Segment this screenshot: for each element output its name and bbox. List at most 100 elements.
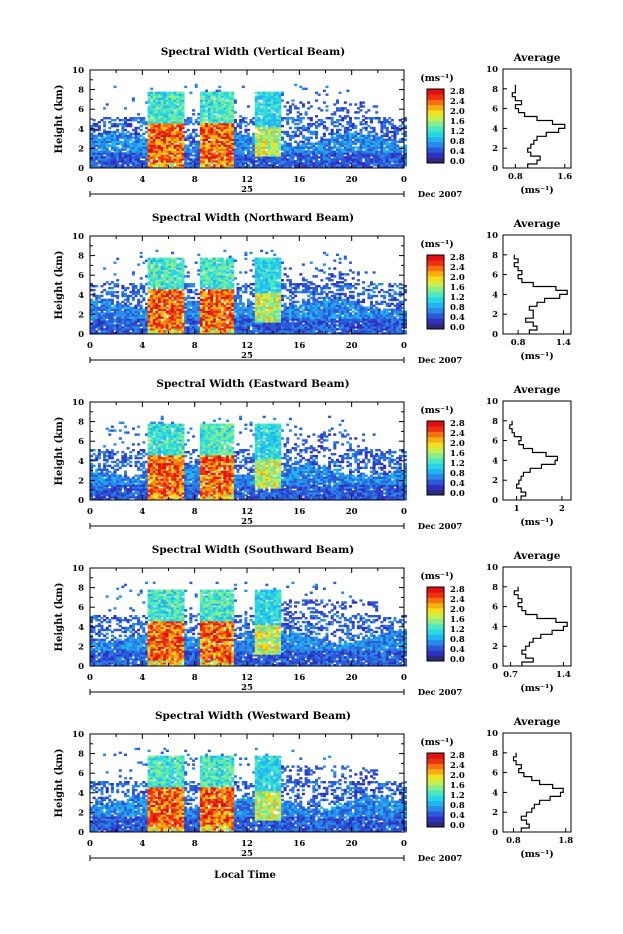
heatmap-cell [192, 109, 195, 111]
heatmap-cell [318, 156, 321, 158]
heatmap-cell [140, 129, 143, 131]
heatmap-cell [289, 135, 292, 137]
heatmap-cell [205, 143, 208, 145]
heatmap-cell [333, 133, 336, 135]
heatmap-cell [244, 307, 247, 309]
heatmap-cell [200, 92, 203, 94]
heatmap-cell [205, 162, 208, 164]
heatmap-cell [129, 307, 132, 309]
heatmap-cell [137, 263, 140, 265]
heatmap-cell [161, 258, 164, 260]
heatmap-cell [103, 267, 106, 269]
heatmap-cell [127, 287, 130, 289]
date-month-year: Dec 2007 [418, 190, 463, 200]
heatmap-cell [163, 330, 166, 332]
heatmap-cell [252, 117, 255, 119]
heatmap-cell [216, 160, 219, 162]
heatmap-cell [336, 107, 339, 109]
heatmap-cell [129, 291, 132, 293]
heatmap-cell [187, 129, 190, 131]
heatmap-cell [388, 131, 391, 133]
heatmap-cell [299, 141, 302, 143]
heatmap-cell [305, 127, 308, 129]
average-title: Average [513, 52, 561, 64]
heatmap-cell [124, 107, 127, 109]
heatmap-cell [268, 92, 271, 94]
heatmap-cell [103, 289, 106, 291]
y-tick-label: 6 [78, 105, 84, 115]
heatmap-cell [101, 299, 104, 301]
heatmap-cell [292, 117, 295, 119]
heatmap-cell [184, 86, 187, 88]
heatmap-cell [213, 92, 216, 94]
heatmap-cell [307, 101, 310, 103]
heatmap-cell [140, 252, 143, 254]
heatmap-cell [205, 287, 208, 289]
heatmap-cell [244, 258, 247, 260]
heatmap-cell [101, 133, 104, 135]
heatmap-cell [260, 129, 263, 131]
heatmap-cell [213, 258, 216, 260]
heatmap-cell [302, 103, 305, 105]
heatmap-cell [98, 307, 101, 309]
heatmap-cell [255, 160, 258, 162]
heatmap-cell [307, 146, 310, 148]
heatmap-cell [208, 92, 211, 94]
heatmap-cell [399, 125, 402, 127]
heatmap-cell [339, 92, 342, 94]
heatmap-cell [95, 295, 98, 297]
heatmap-cell [189, 141, 192, 143]
heatmap-cell [255, 164, 258, 166]
heatmap-cell [182, 318, 185, 320]
heatmap-cell [333, 125, 336, 127]
heatmap-cell [276, 135, 279, 137]
heatmap-cell [119, 303, 122, 305]
heatmap-cell [174, 283, 177, 285]
heatmap-cell [354, 146, 357, 148]
heatmap-cell [124, 287, 127, 289]
heatmap-cell [292, 146, 295, 148]
heatmap-cell [365, 117, 368, 119]
heatmap-cell [326, 117, 329, 119]
heatmap-cell [260, 135, 263, 137]
heatmap-cell [93, 289, 96, 291]
heatmap-cell [226, 101, 229, 103]
heatmap-cell [150, 119, 153, 121]
heatmap-cell [169, 258, 172, 260]
heatmap-cell [252, 133, 255, 135]
heatmap-cell [176, 129, 179, 131]
heatmap-cell [252, 121, 255, 123]
heatmap-cell [182, 162, 185, 164]
heatmap-cell [221, 301, 224, 303]
heatmap-cell [189, 297, 192, 299]
heatmap-cell [357, 117, 360, 119]
heatmap-cell [237, 133, 240, 135]
heatmap-cell [250, 291, 253, 293]
heatmap-cell [195, 301, 198, 303]
heatmap-cell [231, 269, 234, 271]
heatmap-cell [98, 301, 101, 303]
heatmap-cell [158, 265, 161, 267]
heatmap-cell [242, 117, 245, 119]
heatmap-cell [339, 133, 342, 135]
heatmap-cell [310, 150, 313, 152]
heatmap-cell [121, 326, 124, 328]
heatmap-cell [294, 131, 297, 133]
heatmap-cell [299, 113, 302, 115]
heatmap-cell [339, 123, 342, 125]
heatmap-cell [318, 119, 321, 121]
heatmap-cell [195, 119, 198, 121]
heatmap-cell [116, 146, 119, 148]
heatmap-cell [129, 133, 132, 135]
heatmap-cell [297, 143, 300, 145]
heatmap-cell [346, 127, 349, 129]
heatmap-cell [370, 127, 373, 129]
heatmap-cell [121, 291, 124, 293]
colorbar-swatch [427, 152, 444, 158]
heatmap-cell [203, 92, 206, 94]
heatmap-cell [124, 129, 127, 131]
heatmap-cell [360, 129, 363, 131]
heatmap-cell [129, 283, 132, 285]
heatmap-cell [286, 158, 289, 160]
heatmap-cell [200, 156, 203, 158]
